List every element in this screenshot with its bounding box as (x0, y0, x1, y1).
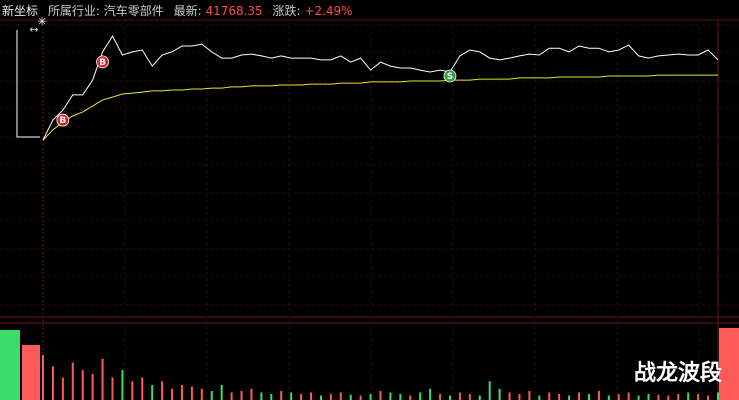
volume-bar (468, 394, 471, 400)
volume-bar (637, 395, 640, 400)
volume-bar (518, 394, 521, 400)
grid (0, 19, 739, 400)
volume-bar (121, 370, 124, 400)
volume-bar (488, 381, 491, 400)
volume-bar (230, 392, 233, 400)
volume-bar (319, 395, 322, 400)
volume-bar (131, 381, 134, 400)
volume-bar (200, 388, 203, 400)
change-label: 涨跌: (272, 4, 301, 18)
volume-bar (667, 395, 670, 400)
volume-bar (439, 394, 442, 400)
volume-bar (478, 395, 481, 400)
volume-bar (71, 362, 74, 400)
volume-bar (528, 391, 531, 400)
header: 新坐标 所属行业: 汽车零部件 最新: 41768.35 涨跌: +2.49% (2, 2, 359, 19)
volume-bar (627, 392, 630, 400)
volume-bar (270, 394, 273, 400)
volume-bar (508, 392, 511, 400)
volume-bar (81, 370, 84, 400)
volume-bar (329, 394, 332, 400)
volume-bar (707, 395, 710, 400)
industry: 汽车零部件 (103, 4, 164, 18)
volume-bar (210, 391, 213, 400)
volume-bar (379, 391, 382, 400)
post-volume-block (719, 328, 739, 400)
line-price (42, 35, 719, 141)
signal-label: B (99, 58, 106, 68)
volume-bar (51, 366, 54, 400)
volume-bar (697, 394, 700, 400)
volume-bar (141, 377, 144, 400)
volume-bar (250, 388, 253, 400)
signal-label: S (447, 72, 453, 82)
volume-bar (369, 394, 372, 400)
volume-bar (111, 377, 114, 400)
volume-bar (687, 392, 690, 400)
volume-bar (180, 385, 183, 400)
volume-bar (677, 394, 680, 400)
volume-bar (101, 358, 104, 400)
cursor-icon: ✳ (37, 15, 47, 29)
latest: 41768.35 (205, 4, 263, 18)
latest-label: 最新: (173, 4, 202, 18)
volume-bar (419, 392, 422, 400)
volume-bar (568, 395, 571, 400)
volume-bar (587, 394, 590, 400)
volume-bar (190, 386, 193, 400)
volume-bar (91, 373, 94, 400)
volume-bar (280, 391, 283, 400)
signal-badge (96, 55, 109, 69)
volume-bar (220, 385, 223, 400)
pre-volume-block (0, 330, 20, 400)
change: +2.49% (304, 4, 353, 18)
title: 新坐标 (2, 4, 39, 18)
volume-bar (349, 394, 352, 400)
volume-bar (548, 392, 551, 400)
volume-bar (151, 385, 154, 400)
volume-bar (647, 394, 650, 400)
volume-bar (607, 395, 610, 400)
volume-bar (240, 391, 243, 400)
watermark: 战龙波段 (634, 360, 722, 386)
industry-label: 所属行业: (47, 4, 100, 18)
pre-open-line (16, 30, 40, 138)
volume-bar (458, 392, 461, 400)
volume-bar (558, 394, 561, 400)
volume-bar (717, 392, 719, 400)
volume-bar (61, 377, 64, 400)
volume-bar (171, 388, 174, 400)
volume-bar (617, 394, 620, 400)
volume-bar (310, 392, 313, 400)
volume-bar (359, 395, 362, 400)
signal-label: B (59, 116, 66, 126)
volume-bar (260, 392, 263, 400)
signal-badge (443, 69, 457, 83)
volume-bar (42, 355, 44, 400)
volume-bar (448, 395, 451, 400)
volume-bar (389, 392, 392, 400)
volume-bar (578, 392, 581, 400)
pre-volume-block (22, 345, 40, 400)
signal-badge (56, 113, 70, 127)
volume-bar (300, 394, 303, 400)
line-average (42, 74, 718, 141)
volume-bar (538, 395, 541, 400)
volume-bar (597, 391, 600, 400)
volume-bar (657, 394, 660, 400)
volume-bar (399, 394, 402, 400)
volume-bar (429, 388, 432, 400)
volume-bar (409, 395, 412, 400)
volume-bar (498, 388, 501, 400)
volume-bar (290, 392, 293, 400)
axis-icon: ↔ (29, 23, 38, 36)
volume-bar (339, 392, 342, 400)
volume-bar (161, 381, 164, 400)
